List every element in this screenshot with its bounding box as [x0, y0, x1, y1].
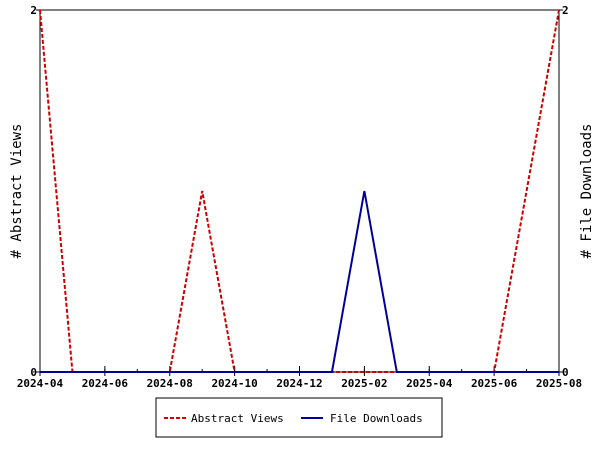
- x-tick-label: 2024-04: [17, 377, 64, 390]
- x-tick-label: 2024-12: [276, 377, 322, 390]
- y-right-tick-label: 2: [562, 4, 569, 17]
- y-left-axis-title: # Abstract Views: [9, 124, 25, 259]
- x-tick-label: 2025-08: [536, 377, 582, 390]
- legend-label-abstract-views: Abstract Views: [191, 412, 284, 425]
- y-right-tick-label: 0: [562, 366, 569, 379]
- legend: Abstract Views File Downloads: [155, 397, 443, 438]
- x-tick-label: 2025-04: [406, 377, 453, 390]
- series-line-file-downloads: [40, 190, 559, 373]
- y-axes: 0 2 0 2: [30, 4, 568, 379]
- y-right-axis-title: # File Downloads: [579, 124, 595, 259]
- y-left-tick-label: 2: [30, 4, 37, 17]
- series-layer: [39, 9, 560, 373]
- legend-label-file-downloads: File Downloads: [330, 412, 423, 425]
- legend-box: [155, 397, 443, 438]
- plot-frame: [39, 9, 560, 373]
- x-tick-label: 2024-10: [211, 377, 257, 390]
- x-tick-label: 2025-02: [341, 377, 387, 390]
- x-tick-label: 2025-06: [471, 377, 518, 390]
- x-tick-label: 2024-06: [82, 377, 129, 390]
- x-tick-label: 2024-08: [147, 377, 193, 390]
- y-left-tick-label: 0: [30, 366, 37, 379]
